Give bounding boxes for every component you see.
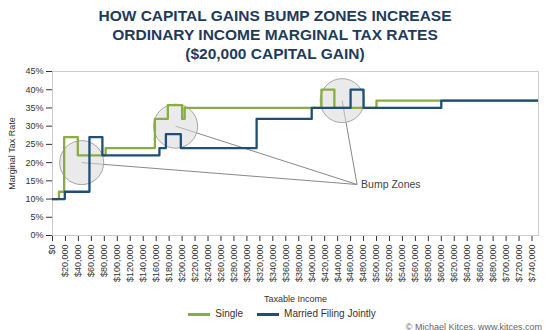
svg-text:Bump Zones: Bump Zones (361, 178, 421, 190)
svg-text:$340,000: $340,000 (268, 245, 278, 283)
svg-text:$480,000: $480,000 (358, 245, 368, 283)
svg-text:20%: 20% (25, 157, 43, 167)
svg-text:$560,000: $560,000 (410, 245, 420, 283)
svg-text:$600,000: $600,000 (436, 245, 446, 283)
svg-text:$440,000: $440,000 (333, 245, 343, 283)
svg-text:Taxable Income: Taxable Income (264, 294, 327, 304)
svg-text:$360,000: $360,000 (281, 245, 291, 283)
svg-text:$420,000: $420,000 (320, 245, 330, 283)
html-text:Single: Single (215, 308, 243, 319)
svg-text:$500,000: $500,000 (371, 245, 381, 283)
svg-text:0%: 0% (30, 230, 43, 240)
svg-text:$140,000: $140,000 (138, 245, 148, 283)
svg-text:$460,000: $460,000 (345, 245, 355, 283)
svg-text:$180,000: $180,000 (164, 245, 174, 283)
svg-text:$620,000: $620,000 (449, 245, 459, 283)
svg-text:$400,000: $400,000 (307, 245, 317, 283)
svg-text:45%: 45% (25, 66, 43, 76)
svg-text:$540,000: $540,000 (397, 245, 407, 283)
svg-text:15%: 15% (25, 176, 43, 186)
svg-text:$220,000: $220,000 (190, 245, 200, 283)
svg-text:$120,000: $120,000 (125, 245, 135, 283)
svg-text:25%: 25% (25, 139, 43, 149)
svg-text:35%: 35% (25, 103, 43, 113)
svg-text:$320,000: $320,000 (255, 245, 265, 283)
svg-text:$20,000: $20,000 (60, 245, 70, 278)
svg-text:$580,000: $580,000 (423, 245, 433, 283)
svg-text:$660,000: $660,000 (475, 245, 485, 283)
html-text:Married Filing Jointly: Married Filing Jointly (284, 308, 376, 319)
svg-text:$160,000: $160,000 (151, 245, 161, 283)
svg-text:$240,000: $240,000 (203, 245, 213, 283)
svg-text:$260,000: $260,000 (216, 245, 226, 283)
svg-text:$380,000: $380,000 (294, 245, 304, 283)
svg-text:$640,000: $640,000 (462, 245, 472, 283)
svg-text:5%: 5% (30, 212, 43, 222)
svg-text:$680,000: $680,000 (488, 245, 498, 283)
svg-text:$100,000: $100,000 (112, 245, 122, 283)
svg-text:30%: 30% (25, 121, 43, 131)
svg-text:Marginal Tax Rate: Marginal Tax Rate (7, 117, 17, 189)
svg-text:$520,000: $520,000 (384, 245, 394, 283)
html-text:($20,000 CAPITAL GAIN): ($20,000 CAPITAL GAIN) (185, 45, 365, 62)
svg-text:$740,000: $740,000 (527, 245, 537, 283)
svg-text:$200,000: $200,000 (177, 245, 187, 283)
svg-text:$720,000: $720,000 (514, 245, 524, 283)
svg-text:$80,000: $80,000 (99, 245, 109, 278)
svg-text:$280,000: $280,000 (229, 245, 239, 283)
svg-text:$700,000: $700,000 (501, 245, 511, 283)
svg-text:$60,000: $60,000 (86, 245, 96, 278)
svg-text:$300,000: $300,000 (242, 245, 252, 283)
svg-text:$40,000: $40,000 (73, 245, 83, 278)
svg-text:$0: $0 (47, 245, 57, 255)
svg-text:40%: 40% (25, 85, 43, 95)
html-text:HOW CAPITAL GAINS BUMP ZONES I: HOW CAPITAL GAINS BUMP ZONES INCREASE OR… (98, 7, 452, 43)
svg-text:10%: 10% (25, 194, 43, 204)
